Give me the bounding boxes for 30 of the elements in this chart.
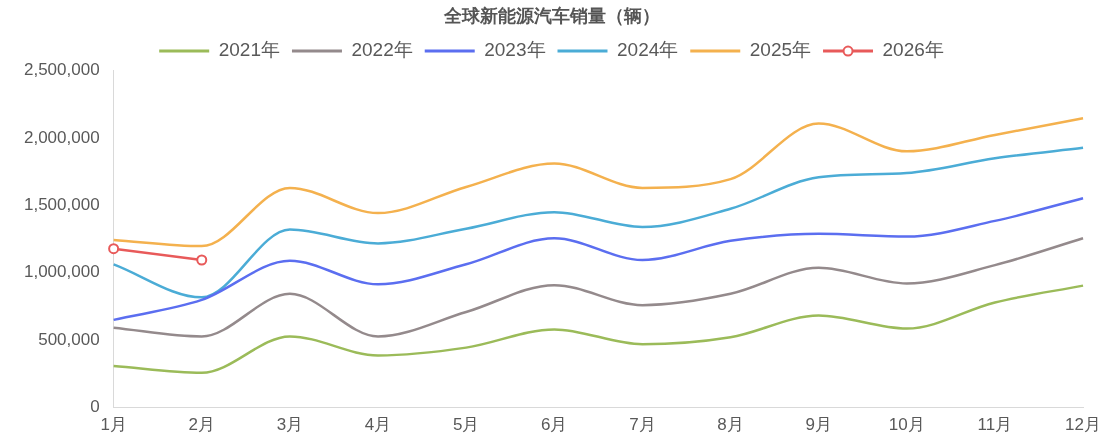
x-tick-label: 4月 xyxy=(364,415,392,435)
line-series xyxy=(112,197,1085,322)
chart-title: 全球新能源汽车销量（辆） xyxy=(442,5,660,26)
x-tick-label: 6月 xyxy=(541,415,568,435)
legend-label: 2021年 xyxy=(218,39,280,61)
x-tick-label: 3月 xyxy=(276,415,304,435)
legend-label: 2026年 xyxy=(882,39,944,61)
x-tick-label: 1月 xyxy=(100,415,127,435)
line-series xyxy=(112,284,1085,375)
line-series xyxy=(112,117,1085,248)
x-tick-label: 8月 xyxy=(717,415,744,435)
legend-label: 2024年 xyxy=(617,39,679,61)
y-tick-label: 2,000,000 xyxy=(23,127,100,147)
x-tick-label: 9月 xyxy=(805,415,832,435)
y-tick-label: 0 xyxy=(90,397,100,417)
x-tick-label: 2月 xyxy=(188,415,215,435)
y-tick-label: 1,000,000 xyxy=(23,262,100,282)
line-series xyxy=(112,237,1085,338)
x-tick-label: 5月 xyxy=(452,415,480,435)
legend-label: 2022年 xyxy=(351,39,413,61)
x-tick-label: 11月 xyxy=(977,415,1013,435)
y-tick-label: 1,500,000 xyxy=(23,195,100,215)
x-tick-label: 12月 xyxy=(1065,415,1102,435)
x-tick-label: 10月 xyxy=(888,415,925,435)
x-tick-label: 7月 xyxy=(629,415,656,435)
y-tick-label: 500,000 xyxy=(38,329,100,349)
line-series xyxy=(112,146,1085,299)
legend-label: 2023年 xyxy=(484,39,546,61)
legend-label: 2025年 xyxy=(749,39,812,61)
y-tick-label: 2,500,000 xyxy=(23,60,100,80)
